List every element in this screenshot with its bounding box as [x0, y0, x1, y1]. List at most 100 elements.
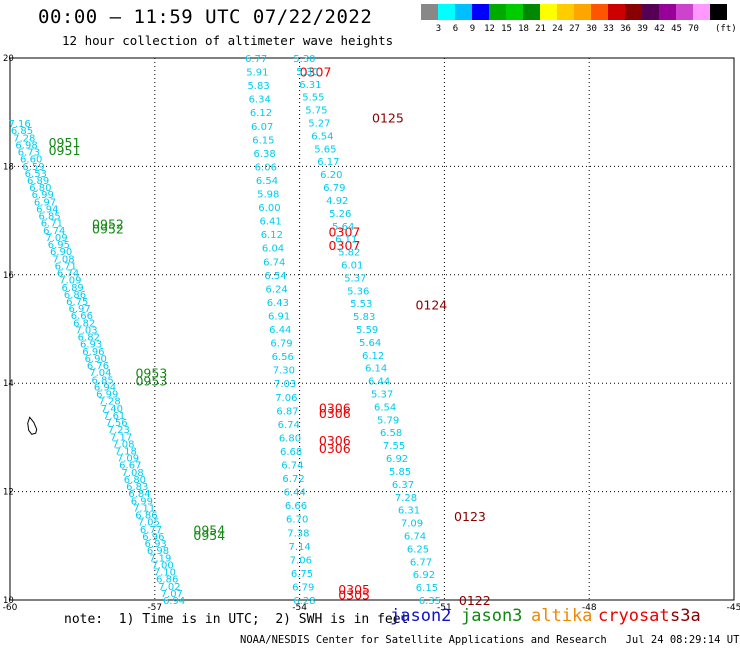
legend-swatch	[693, 4, 710, 20]
time-label: 0307	[329, 238, 361, 253]
swh-value-label: 5.82	[338, 248, 360, 259]
legend-swatch	[455, 4, 472, 20]
swh-value-label: 6.76	[87, 361, 109, 372]
swh-value-label: 6.85	[92, 375, 114, 386]
x-tick-label: -60	[3, 603, 18, 613]
swh-value-label: 6.24	[266, 284, 288, 295]
legend-swatch	[625, 4, 642, 20]
y-tick-label: 20	[3, 54, 14, 64]
swh-value-label: 6.85	[11, 126, 33, 137]
legend-swatch	[523, 4, 540, 20]
swh-value-label: 5.26	[329, 209, 351, 220]
note-text: note: 1) Time is in UTC; 2) SWH is in fe…	[64, 612, 409, 627]
swh-value-label: 6.97	[34, 197, 56, 208]
swh-value-label: 6.31	[398, 506, 420, 517]
swh-value-label: 6.86	[156, 575, 178, 586]
swh-value-label: 6.53	[25, 169, 47, 180]
swh-value-label: 6.70	[286, 515, 308, 526]
swh-value-label: 5.83	[247, 81, 269, 92]
swh-value-label: 7.10	[154, 568, 176, 579]
swh-value-label: 7.09	[401, 519, 423, 530]
swh-value-label: 6.89	[62, 283, 84, 294]
legend-label: 15	[501, 24, 512, 34]
swh-value-label: 7.09	[45, 233, 67, 244]
time-label: 0954	[193, 528, 225, 543]
legend-swatch	[591, 4, 608, 20]
swh-value-label: 7.17	[110, 432, 132, 443]
swh-value-label: 6.89	[27, 176, 49, 187]
swh-value-label: 6.80	[124, 475, 146, 486]
swh-value-label: 6.86	[64, 290, 86, 301]
swh-value-label: 6.07	[251, 122, 273, 133]
legend-swatch	[540, 4, 557, 20]
swh-value-label: 5.91	[246, 68, 268, 79]
swh-value-label: 6.43	[267, 298, 289, 309]
swh-value-label: 7.28	[13, 133, 35, 144]
swh-value-label: 6.71	[55, 261, 77, 272]
swh-value-label: 7.08	[52, 254, 74, 265]
swh-value-label: 6.80	[279, 433, 301, 444]
swh-value-label: 6.92	[386, 454, 408, 465]
swh-value-label: 6.86	[135, 511, 157, 522]
swh-value-label: 6.11	[335, 235, 357, 246]
swh-value-label: 6.90	[85, 354, 107, 365]
swh-value-label: 6.85	[38, 212, 60, 223]
swh-value-label: 5.37	[344, 273, 366, 284]
y-tick-label: 10	[3, 596, 14, 606]
swh-value-label: 6.12	[362, 351, 384, 362]
swh-value-label: 6.01	[341, 260, 363, 271]
time-label: 0122	[459, 593, 491, 608]
swh-value-label: 6.12	[250, 108, 272, 119]
swh-value-label: 6.20	[320, 170, 342, 181]
swh-value-label: 6.58	[380, 428, 402, 439]
swh-value-label: 7.16	[9, 119, 31, 130]
swh-value-label: 6.54	[256, 176, 278, 187]
swh-value-label: 6.84	[128, 489, 150, 500]
legend-swatch	[489, 4, 506, 20]
swh-value-label: 5.64	[359, 338, 381, 349]
swh-value-label: 7.08	[121, 468, 143, 479]
swh-value-label: 7.18	[115, 447, 137, 458]
time-label: 0954	[193, 523, 225, 538]
swh-value-label: 6.54	[311, 131, 333, 142]
legend-swatch	[421, 4, 438, 20]
legend-swatch	[557, 4, 574, 20]
swh-value-label: 6.74	[263, 257, 285, 268]
swh-value-label: 6.14	[365, 364, 387, 375]
y-tick-label: 16	[3, 271, 14, 281]
legend-label: 36	[620, 24, 631, 34]
swh-value-label: 6.34	[249, 95, 271, 106]
swh-value-label: 6.82	[78, 333, 100, 344]
swh-value-label: 6.28	[293, 596, 315, 607]
satellite-label-jason3: jason3	[461, 606, 523, 626]
swh-value-label: 6.25	[407, 544, 429, 555]
time-label: 0951	[49, 143, 81, 158]
swh-value-label: 4.92	[326, 196, 348, 207]
swh-value-label: 6.44	[269, 325, 291, 336]
swh-value-label: 5.53	[350, 299, 372, 310]
legend-label: 3	[435, 24, 442, 34]
swh-value-label: 6.72	[282, 474, 304, 485]
swh-value-label: 6.93	[80, 340, 102, 351]
swh-value-label: 6.54	[374, 402, 396, 413]
swh-value-label: 6.44	[368, 377, 390, 388]
swh-value-label: 7.38	[287, 528, 309, 539]
swh-value-label: 6.95	[48, 240, 70, 251]
swh-value-label: 7.03	[75, 325, 97, 336]
swh-value-label: 5.64	[332, 222, 354, 233]
swh-value-label: 6.31	[299, 80, 321, 91]
y-tick-label: 12	[3, 488, 14, 498]
satellite-label-jason2: jason2	[390, 606, 452, 626]
swh-value-label: 6.91	[268, 311, 290, 322]
legend-swatch	[676, 4, 693, 20]
swh-value-label: 7.03	[274, 379, 296, 390]
swh-value-label: 6.98	[147, 546, 169, 557]
swh-value-label: 6.41	[260, 217, 282, 228]
credit-line: NOAA/NESDIS Center for Satellite Applica…	[240, 634, 740, 646]
swh-value-label: 6.74	[43, 226, 65, 237]
swh-value-label: 5.75	[305, 106, 327, 117]
swh-value-label: 7.06	[290, 555, 312, 566]
swh-value-label: 7.02	[158, 582, 180, 593]
time-label: 0125	[372, 111, 404, 126]
swh-value-label: 6.38	[253, 149, 275, 160]
